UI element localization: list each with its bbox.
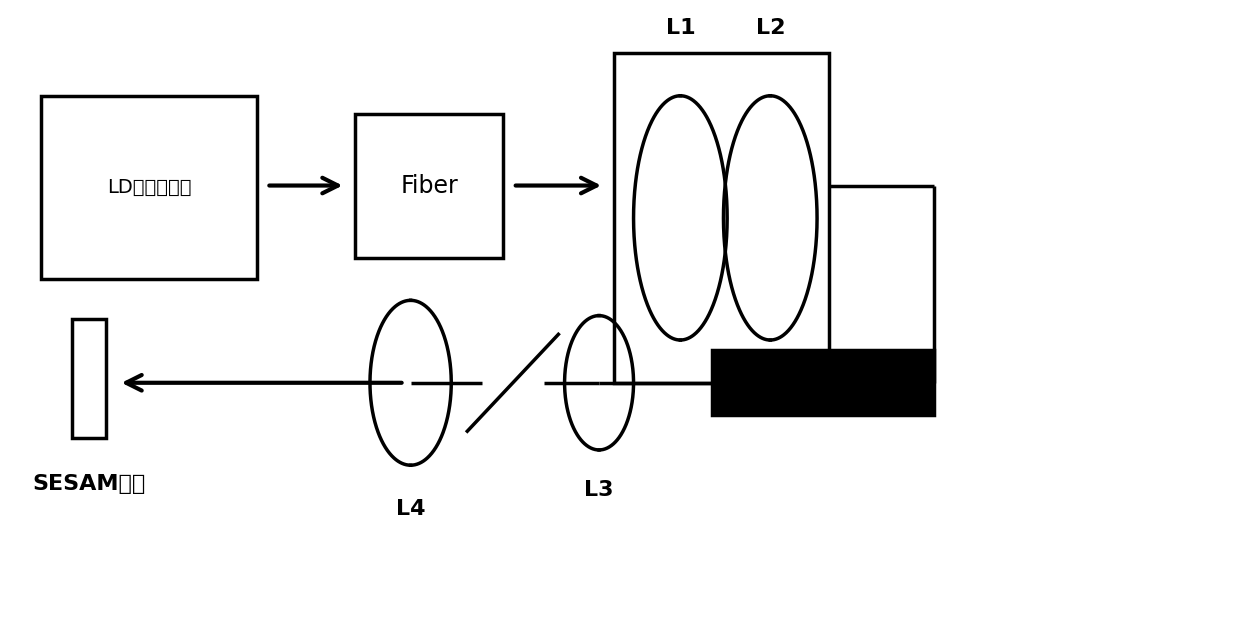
Text: L2: L2 [755,18,785,38]
Bar [355,114,503,258]
Text: L3: L3 [584,480,614,501]
Bar [712,350,934,415]
Text: L1: L1 [666,18,696,38]
Text: Fiber: Fiber [401,174,458,198]
Text: LD皮秒种子源: LD皮秒种子源 [107,178,191,197]
Text: SESAM锁模: SESAM锁模 [32,474,146,495]
Bar [614,53,830,383]
Text: L4: L4 [396,499,425,519]
Bar [72,319,107,438]
Bar [41,96,257,279]
